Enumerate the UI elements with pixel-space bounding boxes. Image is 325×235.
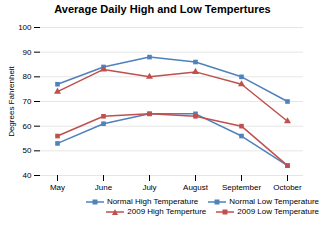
svg-text:June: June <box>95 183 113 192</box>
svg-text:July: July <box>142 183 156 192</box>
svg-text:September: September <box>222 183 261 192</box>
svg-text:100: 100 <box>18 23 32 32</box>
html-text:Normal High Temperature: Normal High Temperature <box>106 197 199 206</box>
html-text:2009 High Temperture: 2009 High Temperture <box>127 207 207 216</box>
svg-text:50: 50 <box>23 146 32 155</box>
svg-text:May: May <box>50 183 65 192</box>
svg-text:70: 70 <box>23 97 32 106</box>
svg-text:October: October <box>273 183 302 192</box>
svg-text:60: 60 <box>23 122 32 131</box>
svg-text:Degrees Fahrenheit: Degrees Fahrenheit <box>7 65 16 136</box>
html-text:Normal Low Temperature: Normal Low Temperature <box>229 197 319 206</box>
svg-text:80: 80 <box>23 72 32 81</box>
svg-text:40: 40 <box>23 171 32 180</box>
svg-text:90: 90 <box>23 48 32 57</box>
html-text:2009 Low Temperature: 2009 Low Temperature <box>237 207 319 216</box>
svg-text:August: August <box>183 183 209 192</box>
html-text:Average Daily High and Low Tem: Average Daily High and Low Tempertures <box>54 3 271 15</box>
